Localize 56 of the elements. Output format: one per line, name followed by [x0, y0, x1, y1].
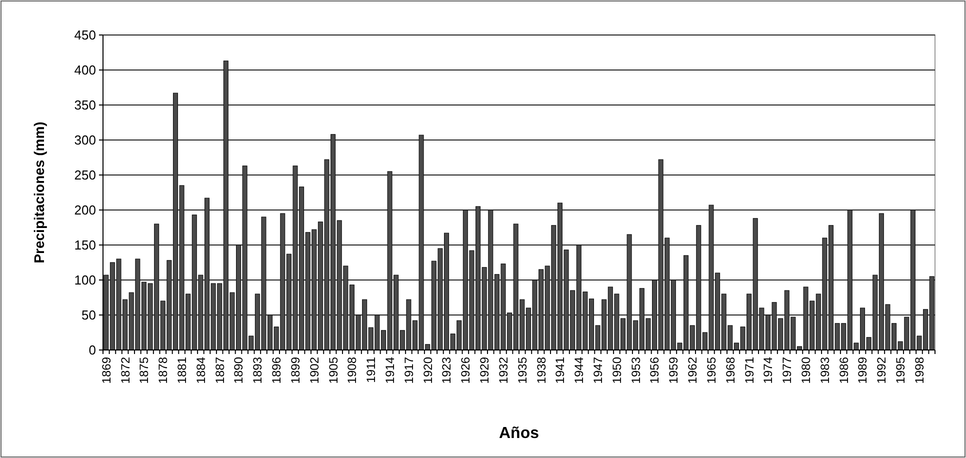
x-tick-label: 1956: [648, 356, 662, 384]
y-tick-label: 50: [82, 308, 96, 323]
x-tick-label: 1929: [478, 356, 492, 384]
x-tick-label: 1872: [118, 356, 132, 384]
x-tick-label: 1881: [174, 356, 189, 384]
y-tick-label: 100: [74, 272, 96, 288]
x-tick-label: 1935: [515, 356, 530, 384]
x-tick-label: 1959: [666, 356, 681, 384]
x-tick-label: 1977: [780, 356, 794, 384]
x-tick-label: 1905: [326, 356, 340, 384]
x-tick-label: 1986: [836, 356, 851, 384]
x-tick-label: 1950: [610, 356, 624, 384]
x-tick-label: 1878: [156, 356, 170, 384]
x-tick-label: 1914: [382, 356, 397, 384]
x-tick-label: 1995: [894, 356, 908, 384]
x-tick-label: 1917: [402, 356, 416, 384]
x-tick-label: 1908: [345, 356, 360, 384]
x-tick-label: 1938: [534, 356, 548, 384]
x-tick-label: 1989: [856, 356, 870, 384]
x-tick-label: 1923: [440, 356, 454, 384]
x-tick-label: 1893: [250, 356, 265, 384]
y-tick-label: 350: [74, 98, 96, 113]
y-tick-label: 150: [74, 238, 96, 253]
y-tick-label: 450: [74, 28, 96, 43]
x-tick-label: 1875: [137, 356, 152, 384]
x-tick-label: 1944: [572, 356, 586, 384]
y-tick-label: 200: [74, 202, 96, 218]
x-tick-label: 1974: [761, 356, 776, 384]
x-tick-label: 1902: [307, 356, 322, 384]
x-tick-label: 1941: [553, 356, 568, 384]
x-tick-label: 1896: [270, 356, 284, 384]
x-tick-label: 1890: [232, 356, 246, 384]
x-tick-label: 1920: [420, 356, 435, 384]
y-tick-label: 250: [74, 168, 96, 183]
y-tick-label: 0: [88, 342, 96, 358]
x-tick-label: 1953: [628, 356, 643, 384]
x-tick-label: 1899: [288, 356, 302, 384]
x-tick-label: 1869: [99, 356, 114, 384]
x-tick-label: 1887: [212, 356, 227, 384]
x-tick-label: 1992: [874, 356, 889, 384]
x-tick-label: 1947: [590, 356, 605, 384]
x-tick-label: 1926: [458, 356, 473, 384]
x-tick-label: 1968: [723, 356, 738, 384]
x-axis-title: Años: [499, 425, 540, 442]
x-tick-label: 1962: [686, 356, 700, 384]
x-tick-label: 1884: [194, 356, 208, 384]
x-tick-label: 1965: [704, 356, 718, 384]
x-tick-label: 1932: [496, 356, 510, 384]
x-tick-label: 1980: [798, 356, 813, 384]
x-tick-label: 1983: [818, 356, 832, 384]
y-tick-label: 400: [74, 62, 96, 78]
y-axis-title: Precipitaciones (mm): [31, 122, 47, 264]
x-tick-label: 1971: [742, 356, 756, 384]
x-tick-label: 1998: [912, 356, 926, 384]
x-tick-label: 1911: [364, 356, 378, 383]
y-tick-label: 300: [74, 132, 96, 148]
